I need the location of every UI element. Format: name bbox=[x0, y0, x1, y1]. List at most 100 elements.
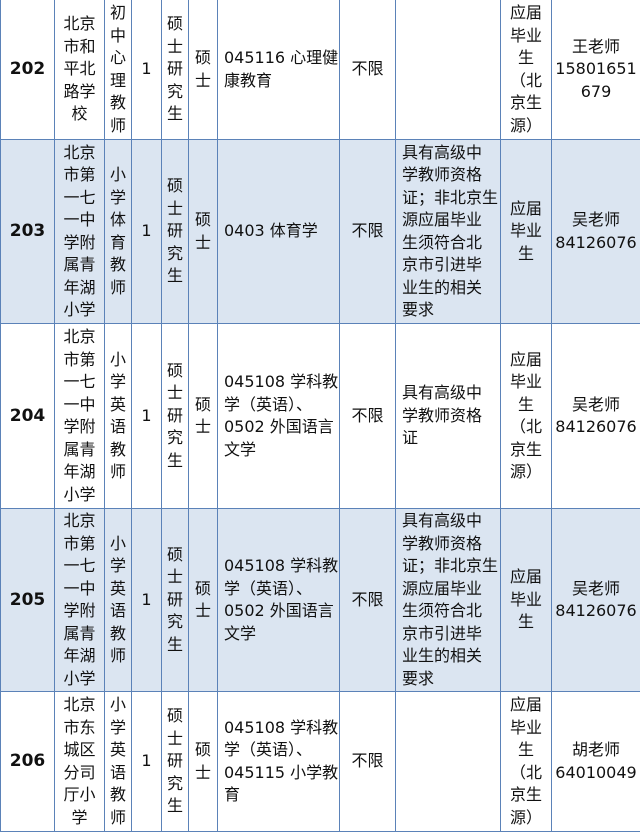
school-name-line: 一七 bbox=[57, 555, 102, 578]
age-requirement-cell: 不限 bbox=[340, 0, 396, 140]
row-number-cell: 202 bbox=[1, 0, 55, 140]
school-name-line: 属青 bbox=[57, 254, 102, 277]
applicant-source-line: 生 bbox=[503, 243, 549, 266]
school-name-line: 学 bbox=[57, 807, 102, 830]
major-requirement-cell: 045108 学科教学（英语）、0502 外国语言文学 bbox=[218, 324, 340, 509]
education-requirement-line: 士 bbox=[164, 36, 186, 59]
hiring-count-cell: 1 bbox=[132, 0, 162, 140]
other-requirements-cell: 具有高级中学教师资格证 bbox=[396, 324, 501, 509]
education-requirement-line: 士 bbox=[164, 198, 186, 221]
applicant-source-line: 应届 bbox=[503, 198, 549, 221]
position-name-line: 体 bbox=[107, 209, 129, 232]
school-name-line: 厅小 bbox=[57, 784, 102, 807]
age-requirement-cell: 不限 bbox=[340, 324, 396, 509]
school-name-cell: 北京市和平北路学校 bbox=[55, 0, 105, 140]
other-requirements-line: 具有高级中 bbox=[402, 142, 498, 165]
major-requirement-cell: 045108 学科教学（英语）、0502 外国语言文学 bbox=[218, 509, 340, 692]
education-requirement-cell: 硕士研究生 bbox=[162, 692, 189, 832]
degree-requirement-line: 士 bbox=[191, 70, 215, 93]
applicant-source-cell: 应届毕业生 bbox=[501, 140, 552, 324]
school-name-line: 一中 bbox=[57, 394, 102, 417]
major-requirement-line: 学（英语）、 bbox=[224, 394, 337, 417]
school-name-line: 校 bbox=[57, 103, 102, 126]
degree-requirement-line: 硕 bbox=[191, 394, 215, 417]
education-requirement-line: 研 bbox=[164, 750, 186, 773]
contact-info-line: 吴老师 bbox=[554, 209, 638, 232]
school-name-line: 一七 bbox=[57, 371, 102, 394]
school-name-line: 城区 bbox=[57, 739, 102, 762]
school-name-line: 北京 bbox=[57, 510, 102, 533]
degree-requirement-cell: 硕士 bbox=[189, 140, 218, 324]
position-name-line: 师 bbox=[107, 645, 129, 668]
education-requirement-line: 究 bbox=[164, 427, 186, 450]
position-name-line: 学 bbox=[107, 717, 129, 740]
education-requirement-cell: 硕士研究生 bbox=[162, 324, 189, 509]
other-requirements-line: 京市引进毕 bbox=[402, 254, 498, 277]
age-requirement-cell: 不限 bbox=[340, 509, 396, 692]
education-requirement-line: 究 bbox=[164, 773, 186, 796]
applicant-source-cell: 应届毕业生（北京生源） bbox=[501, 324, 552, 509]
major-requirement-line: 学（英语）、 bbox=[224, 578, 337, 601]
education-requirement-line: 研 bbox=[164, 220, 186, 243]
school-name-line: 市第 bbox=[57, 533, 102, 556]
other-requirements-cell bbox=[396, 692, 501, 832]
applicant-source-line: 应届 bbox=[503, 566, 549, 589]
education-requirement-line: 生 bbox=[164, 103, 186, 126]
row-number-cell: 206 bbox=[1, 692, 55, 832]
degree-requirement-line: 士 bbox=[191, 416, 215, 439]
other-requirements-line: 具有高级中 bbox=[402, 510, 498, 533]
position-name-line: 师 bbox=[107, 277, 129, 300]
degree-requirement-cell: 硕士 bbox=[189, 692, 218, 832]
education-requirement-line: 硕 bbox=[164, 13, 186, 36]
major-requirement-line: 045108 学科教 bbox=[224, 717, 337, 740]
degree-requirement-cell: 硕士 bbox=[189, 324, 218, 509]
major-requirement-line: 0502 外国语言 bbox=[224, 600, 337, 623]
applicant-source-line: 应届 bbox=[503, 349, 549, 372]
major-requirement-line: 045115 小学教 bbox=[224, 762, 337, 785]
school-name-line: 一七 bbox=[57, 187, 102, 210]
position-name-line: 小 bbox=[107, 533, 129, 556]
position-name-line: 理 bbox=[107, 70, 129, 93]
school-name-cell: 北京市第一七一中学附属青年湖小学 bbox=[55, 509, 105, 692]
major-requirement-line: 045108 学科教 bbox=[224, 371, 337, 394]
major-requirement-line: 学（英语）、 bbox=[224, 739, 337, 762]
position-name-cell: 小学英语教师 bbox=[105, 692, 132, 832]
other-requirements-line: 源应届毕业 bbox=[402, 209, 498, 232]
education-requirement-line: 硕 bbox=[164, 544, 186, 567]
applicant-source-line: 生 bbox=[503, 611, 549, 634]
position-name-line: 学 bbox=[107, 555, 129, 578]
position-name-line: 师 bbox=[107, 115, 129, 138]
school-name-cell: 北京市第一七一中学附属青年湖小学 bbox=[55, 324, 105, 509]
other-requirements-line: 学教师资格 bbox=[402, 533, 498, 556]
other-requirements-line: 生须符合北 bbox=[402, 232, 498, 255]
applicant-source-line: （北 bbox=[503, 70, 549, 93]
major-requirement-cell: 0403 体育学 bbox=[218, 140, 340, 324]
school-name-line: 路学 bbox=[57, 81, 102, 104]
applicant-source-line: 毕业 bbox=[503, 371, 549, 394]
position-name-line: 心 bbox=[107, 47, 129, 70]
school-name-line: 学附 bbox=[57, 416, 102, 439]
school-name-line: 年湖 bbox=[57, 645, 102, 668]
position-name-line: 师 bbox=[107, 461, 129, 484]
education-requirement-cell: 硕士研究生 bbox=[162, 0, 189, 140]
age-requirement-cell: 不限 bbox=[340, 140, 396, 324]
education-requirement-line: 究 bbox=[164, 81, 186, 104]
school-name-line: 北京 bbox=[57, 326, 102, 349]
other-requirements-line: 要求 bbox=[402, 668, 498, 691]
education-requirement-line: 生 bbox=[164, 265, 186, 288]
applicant-source-line: 源） bbox=[503, 461, 549, 484]
education-requirement-line: 士 bbox=[164, 382, 186, 405]
position-name-line: 语 bbox=[107, 416, 129, 439]
school-name-line: 市第 bbox=[57, 164, 102, 187]
other-requirements-line: 证 bbox=[402, 427, 498, 450]
position-name-cell: 小学体育教师 bbox=[105, 140, 132, 324]
major-requirement-line: 文学 bbox=[224, 439, 337, 462]
school-name-line: 属青 bbox=[57, 623, 102, 646]
major-requirement-line: 文学 bbox=[224, 623, 337, 646]
applicant-source-line: 毕业 bbox=[503, 25, 549, 48]
